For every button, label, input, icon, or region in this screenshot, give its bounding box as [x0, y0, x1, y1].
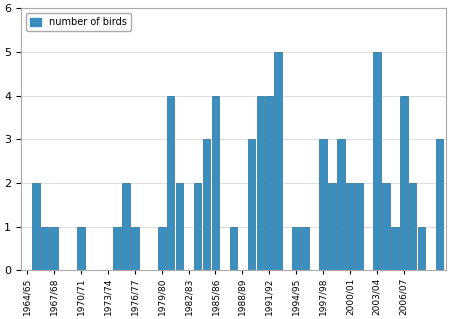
- Bar: [400, 96, 408, 271]
- Bar: [337, 139, 345, 271]
- Bar: [382, 183, 390, 271]
- Bar: [373, 52, 381, 271]
- Bar: [391, 227, 399, 271]
- Bar: [302, 227, 309, 271]
- Bar: [131, 227, 139, 271]
- Bar: [355, 183, 363, 271]
- Bar: [274, 52, 282, 271]
- Bar: [203, 139, 210, 271]
- Bar: [194, 183, 202, 271]
- Bar: [176, 183, 184, 271]
- Bar: [77, 227, 85, 271]
- Bar: [113, 227, 121, 271]
- Bar: [212, 96, 219, 271]
- Legend: number of birds: number of birds: [26, 13, 131, 31]
- Bar: [122, 183, 130, 271]
- Bar: [41, 227, 49, 271]
- Bar: [50, 227, 58, 271]
- Bar: [32, 183, 40, 271]
- Bar: [328, 183, 336, 271]
- Bar: [167, 96, 175, 271]
- Bar: [266, 96, 273, 271]
- Bar: [418, 227, 425, 271]
- Bar: [256, 96, 264, 271]
- Bar: [319, 139, 327, 271]
- Bar: [230, 227, 237, 271]
- Bar: [158, 227, 166, 271]
- Bar: [436, 139, 443, 271]
- Bar: [346, 183, 354, 271]
- Bar: [292, 227, 300, 271]
- Bar: [248, 139, 255, 271]
- Bar: [409, 183, 417, 271]
